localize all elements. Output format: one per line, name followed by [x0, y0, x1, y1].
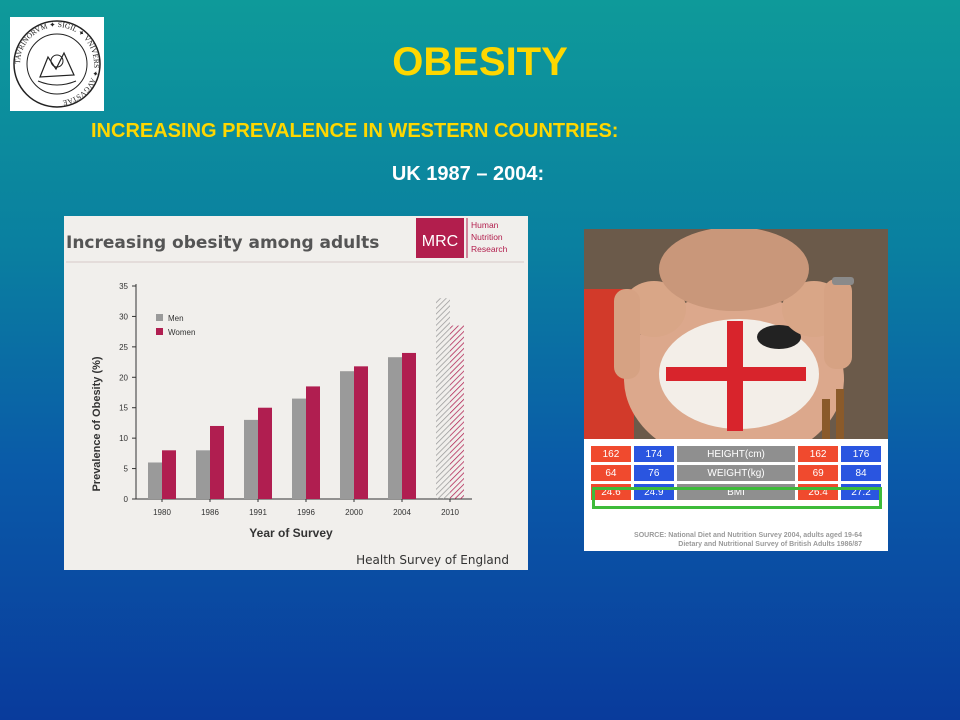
obesity-bar-chart: Increasing obesity among adults MRC Huma… — [66, 218, 524, 567]
table-cell: HEIGHT(cm) — [676, 446, 796, 462]
table-cell: 84 — [841, 465, 881, 481]
bar-women — [306, 386, 320, 499]
y-tick-label: 10 — [119, 434, 128, 443]
legend-label: Women — [168, 328, 195, 337]
y-tick-label: 15 — [119, 404, 128, 413]
table-cell: 162 — [798, 446, 839, 462]
table-row: 162 174 HEIGHT(cm) 162 176 — [591, 446, 881, 462]
bar-women — [258, 407, 272, 499]
legend-label: Men — [168, 314, 184, 323]
table-source: SOURCE: National Diet and Nutrition Surv… — [592, 531, 862, 549]
bar-women — [354, 366, 368, 499]
y-tick-label: 20 — [119, 373, 128, 382]
bar-men — [148, 462, 162, 499]
mrc-caption-line: Nutrition — [471, 232, 503, 242]
x-tick-label: 1991 — [249, 508, 267, 517]
mrc-caption-line: Research — [471, 244, 508, 254]
legend-swatch — [156, 328, 163, 335]
y-tick-label: 5 — [124, 465, 129, 474]
mrc-logo: MRC Human Nutrition Research — [416, 218, 508, 258]
bar-men — [292, 398, 306, 499]
source-line: Dietary and Nutritional Survey of Britis… — [678, 541, 862, 548]
slide-title: OBESITY — [392, 40, 568, 84]
x-axis-label: Year of Survey — [249, 526, 333, 540]
slide-subtitle: INCREASING PREVALENCE IN WESTERN COUNTRI… — [91, 120, 619, 142]
bar-men — [196, 450, 210, 499]
chart-source: Health Survey of England — [356, 553, 509, 567]
table-cell: 64 — [591, 465, 631, 481]
table-cell: 162 — [591, 446, 631, 462]
bar-men — [388, 357, 402, 499]
bar-women — [162, 450, 176, 499]
x-tick-label: 2000 — [345, 508, 363, 517]
table-cell: 176 — [841, 446, 881, 462]
mrc-caption-line: Human — [471, 220, 499, 230]
plot-area: 0 5 10 15 20 25 30 35 1980 1986 1991 1996 2000 2004 20… — [119, 282, 472, 517]
table-cell: WEIGHT(kg) — [676, 465, 796, 481]
slide-period: UK 1987 – 2004: — [391, 163, 545, 185]
legend-swatch — [156, 314, 163, 321]
table-row: 64 76 WEIGHT(kg) 69 84 — [591, 465, 881, 481]
table-cell: 76 — [633, 465, 674, 481]
x-tick-label: 2010 — [441, 508, 459, 517]
obesity-chart: Increasing obesity among adults MRC Huma… — [64, 216, 528, 570]
source-line: SOURCE: National Diet and Nutrition Surv… — [634, 532, 862, 539]
y-axis-label: Prevalence of Obesity (%) — [91, 356, 103, 491]
bar-men — [340, 371, 354, 499]
mrc-logo-text: MRC — [422, 233, 458, 250]
y-tick-label: 0 — [124, 495, 129, 504]
table-cell: 174 — [633, 446, 674, 462]
x-tick-label: 1986 — [201, 508, 219, 517]
x-tick-label: 1996 — [297, 508, 315, 517]
x-tick-label: 1980 — [153, 508, 171, 517]
bar-women — [210, 425, 224, 499]
y-tick-label: 25 — [119, 343, 128, 352]
y-tick-label: 30 — [119, 312, 128, 321]
y-tick-label: 35 — [119, 282, 128, 291]
table-cell: 69 — [798, 465, 839, 481]
bar-women — [402, 352, 416, 499]
photo-panel: 162 174 HEIGHT(cm) 162 176 64 76 WEIGHT(… — [584, 229, 888, 551]
bar-women — [450, 325, 464, 499]
chart-title: Increasing obesity among adults — [66, 233, 379, 253]
bar-men — [244, 419, 258, 499]
bmi-highlight-frame — [592, 487, 882, 509]
obese-man-photo — [584, 229, 888, 439]
university-seal-logo: TAVRINORVM ✦ SIGIL ✦ VNIVERS ✦ AVGVSTAE — [10, 17, 104, 111]
bar-men — [436, 298, 450, 499]
x-tick-label: 2004 — [393, 508, 411, 517]
